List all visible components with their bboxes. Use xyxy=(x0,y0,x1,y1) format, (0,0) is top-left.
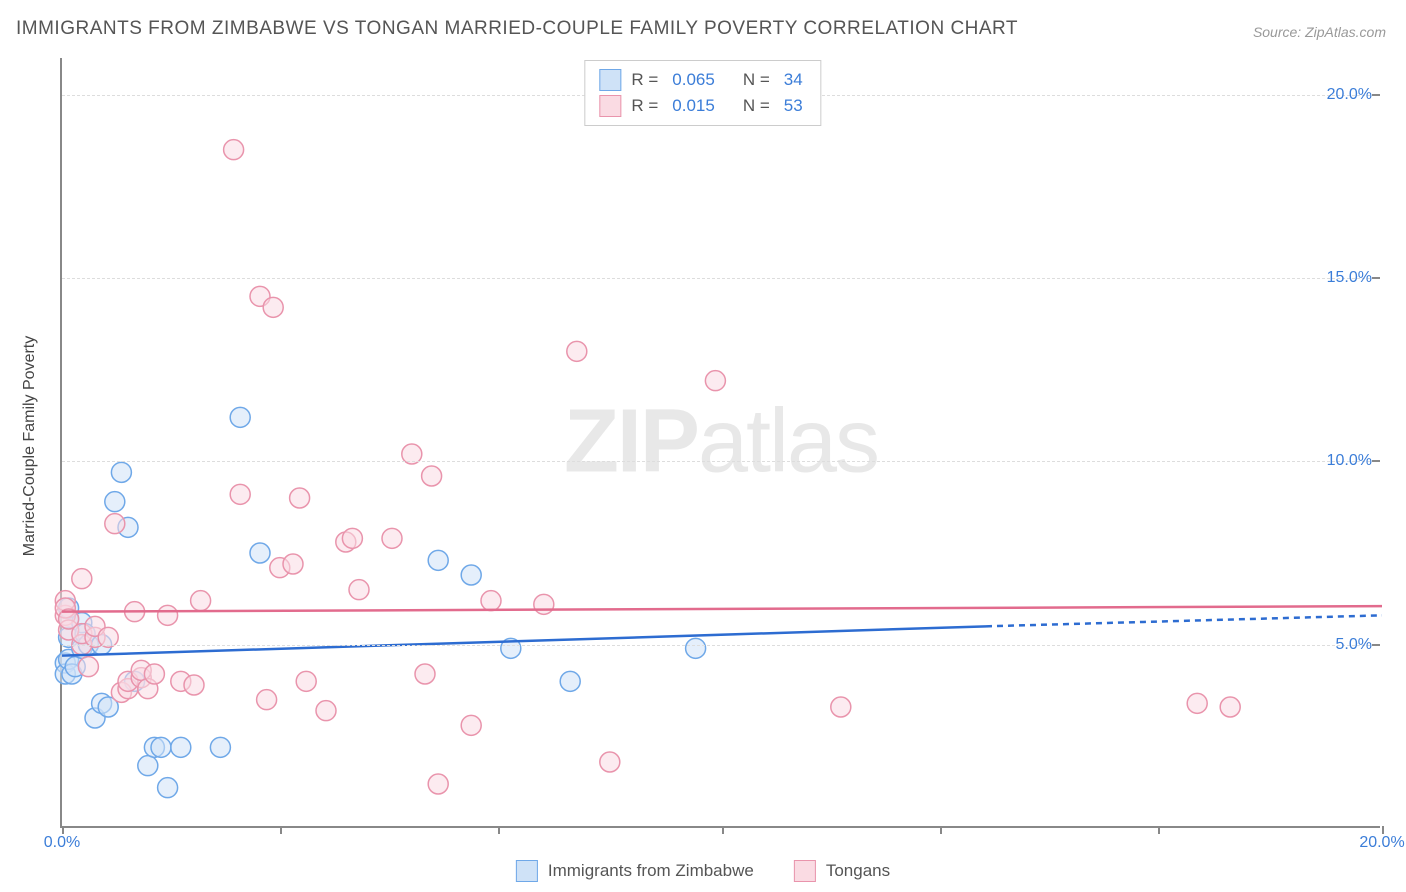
scatter-point xyxy=(171,737,191,757)
x-tick-mark xyxy=(62,826,64,834)
y-tick-mark xyxy=(1372,644,1380,646)
scatter-point xyxy=(105,514,125,534)
x-tick-mark xyxy=(1382,826,1384,834)
scatter-point xyxy=(111,462,131,482)
legend-series: Immigrants from Zimbabwe Tongans xyxy=(516,860,890,882)
scatter-point xyxy=(210,737,230,757)
trend-line xyxy=(62,626,986,655)
y-tick-mark xyxy=(1372,94,1380,96)
gridline xyxy=(62,461,1380,462)
gridline xyxy=(62,278,1380,279)
scatter-point xyxy=(831,697,851,717)
scatter-point xyxy=(461,565,481,585)
y-tick-mark xyxy=(1372,277,1380,279)
legend-item: Immigrants from Zimbabwe xyxy=(516,860,754,882)
legend-swatch xyxy=(794,860,816,882)
scatter-point xyxy=(138,756,158,776)
scatter-point xyxy=(534,594,554,614)
legend-swatch xyxy=(599,95,621,117)
scatter-point xyxy=(72,569,92,589)
scatter-point xyxy=(290,488,310,508)
scatter-point xyxy=(144,664,164,684)
x-tick-mark xyxy=(1158,826,1160,834)
scatter-point xyxy=(283,554,303,574)
scatter-point xyxy=(224,140,244,160)
scatter-point xyxy=(257,690,277,710)
scatter-point xyxy=(158,778,178,798)
trend-line xyxy=(62,606,1382,612)
r-label: R = xyxy=(631,96,658,116)
n-label: N = xyxy=(743,70,770,90)
scatter-point xyxy=(342,528,362,548)
r-value: 0.015 xyxy=(672,96,715,116)
x-tick-mark xyxy=(498,826,500,834)
scatter-point xyxy=(1220,697,1240,717)
scatter-point xyxy=(481,591,501,611)
r-label: R = xyxy=(631,70,658,90)
y-axis-label: Married-Couple Family Poverty xyxy=(21,336,39,557)
scatter-point xyxy=(230,484,250,504)
scatter-point xyxy=(686,638,706,658)
y-tick-label: 10.0% xyxy=(1312,452,1372,470)
scatter-point xyxy=(1187,693,1207,713)
scatter-point xyxy=(422,466,442,486)
scatter-point xyxy=(191,591,211,611)
x-tick-label: 0.0% xyxy=(44,834,80,852)
scatter-point xyxy=(567,341,587,361)
scatter-point xyxy=(158,605,178,625)
legend-swatch xyxy=(599,69,621,91)
scatter-point xyxy=(705,371,725,391)
y-tick-label: 20.0% xyxy=(1312,86,1372,104)
scatter-svg xyxy=(62,58,1380,826)
legend-stat-row: R = 0.015 N = 53 xyxy=(599,93,806,119)
scatter-point xyxy=(560,671,580,691)
x-tick-mark xyxy=(940,826,942,834)
scatter-point xyxy=(250,543,270,563)
legend-item: Tongans xyxy=(794,860,890,882)
scatter-point xyxy=(230,407,250,427)
n-label: N = xyxy=(743,96,770,116)
y-tick-label: 15.0% xyxy=(1312,269,1372,287)
plot-area: ZIPatlas 5.0%10.0%15.0%20.0%0.0%20.0% xyxy=(60,58,1380,828)
trend-line-extrapolated xyxy=(986,615,1382,626)
y-tick-label: 5.0% xyxy=(1312,636,1372,654)
scatter-point xyxy=(382,528,402,548)
chart-title: IMMIGRANTS FROM ZIMBABWE VS TONGAN MARRI… xyxy=(16,18,1018,40)
scatter-point xyxy=(105,492,125,512)
legend-stats: R = 0.065 N = 34 R = 0.015 N = 53 xyxy=(584,60,821,126)
legend-stat-row: R = 0.065 N = 34 xyxy=(599,67,806,93)
correlation-chart: IMMIGRANTS FROM ZIMBABWE VS TONGAN MARRI… xyxy=(0,0,1406,892)
scatter-point xyxy=(428,774,448,794)
x-tick-label: 20.0% xyxy=(1359,834,1404,852)
scatter-point xyxy=(600,752,620,772)
source-attribution: Source: ZipAtlas.com xyxy=(1253,24,1386,40)
x-tick-mark xyxy=(280,826,282,834)
legend-swatch xyxy=(516,860,538,882)
scatter-point xyxy=(263,297,283,317)
scatter-point xyxy=(415,664,435,684)
scatter-point xyxy=(78,657,98,677)
legend-label: Tongans xyxy=(826,861,890,881)
scatter-point xyxy=(296,671,316,691)
scatter-point xyxy=(349,580,369,600)
scatter-point xyxy=(184,675,204,695)
n-value: 53 xyxy=(784,96,803,116)
scatter-point xyxy=(151,737,171,757)
r-value: 0.065 xyxy=(672,70,715,90)
x-tick-mark xyxy=(722,826,724,834)
y-tick-mark xyxy=(1372,460,1380,462)
scatter-point xyxy=(461,715,481,735)
gridline xyxy=(62,645,1380,646)
scatter-point xyxy=(428,550,448,570)
n-value: 34 xyxy=(784,70,803,90)
legend-label: Immigrants from Zimbabwe xyxy=(548,861,754,881)
scatter-point xyxy=(316,701,336,721)
